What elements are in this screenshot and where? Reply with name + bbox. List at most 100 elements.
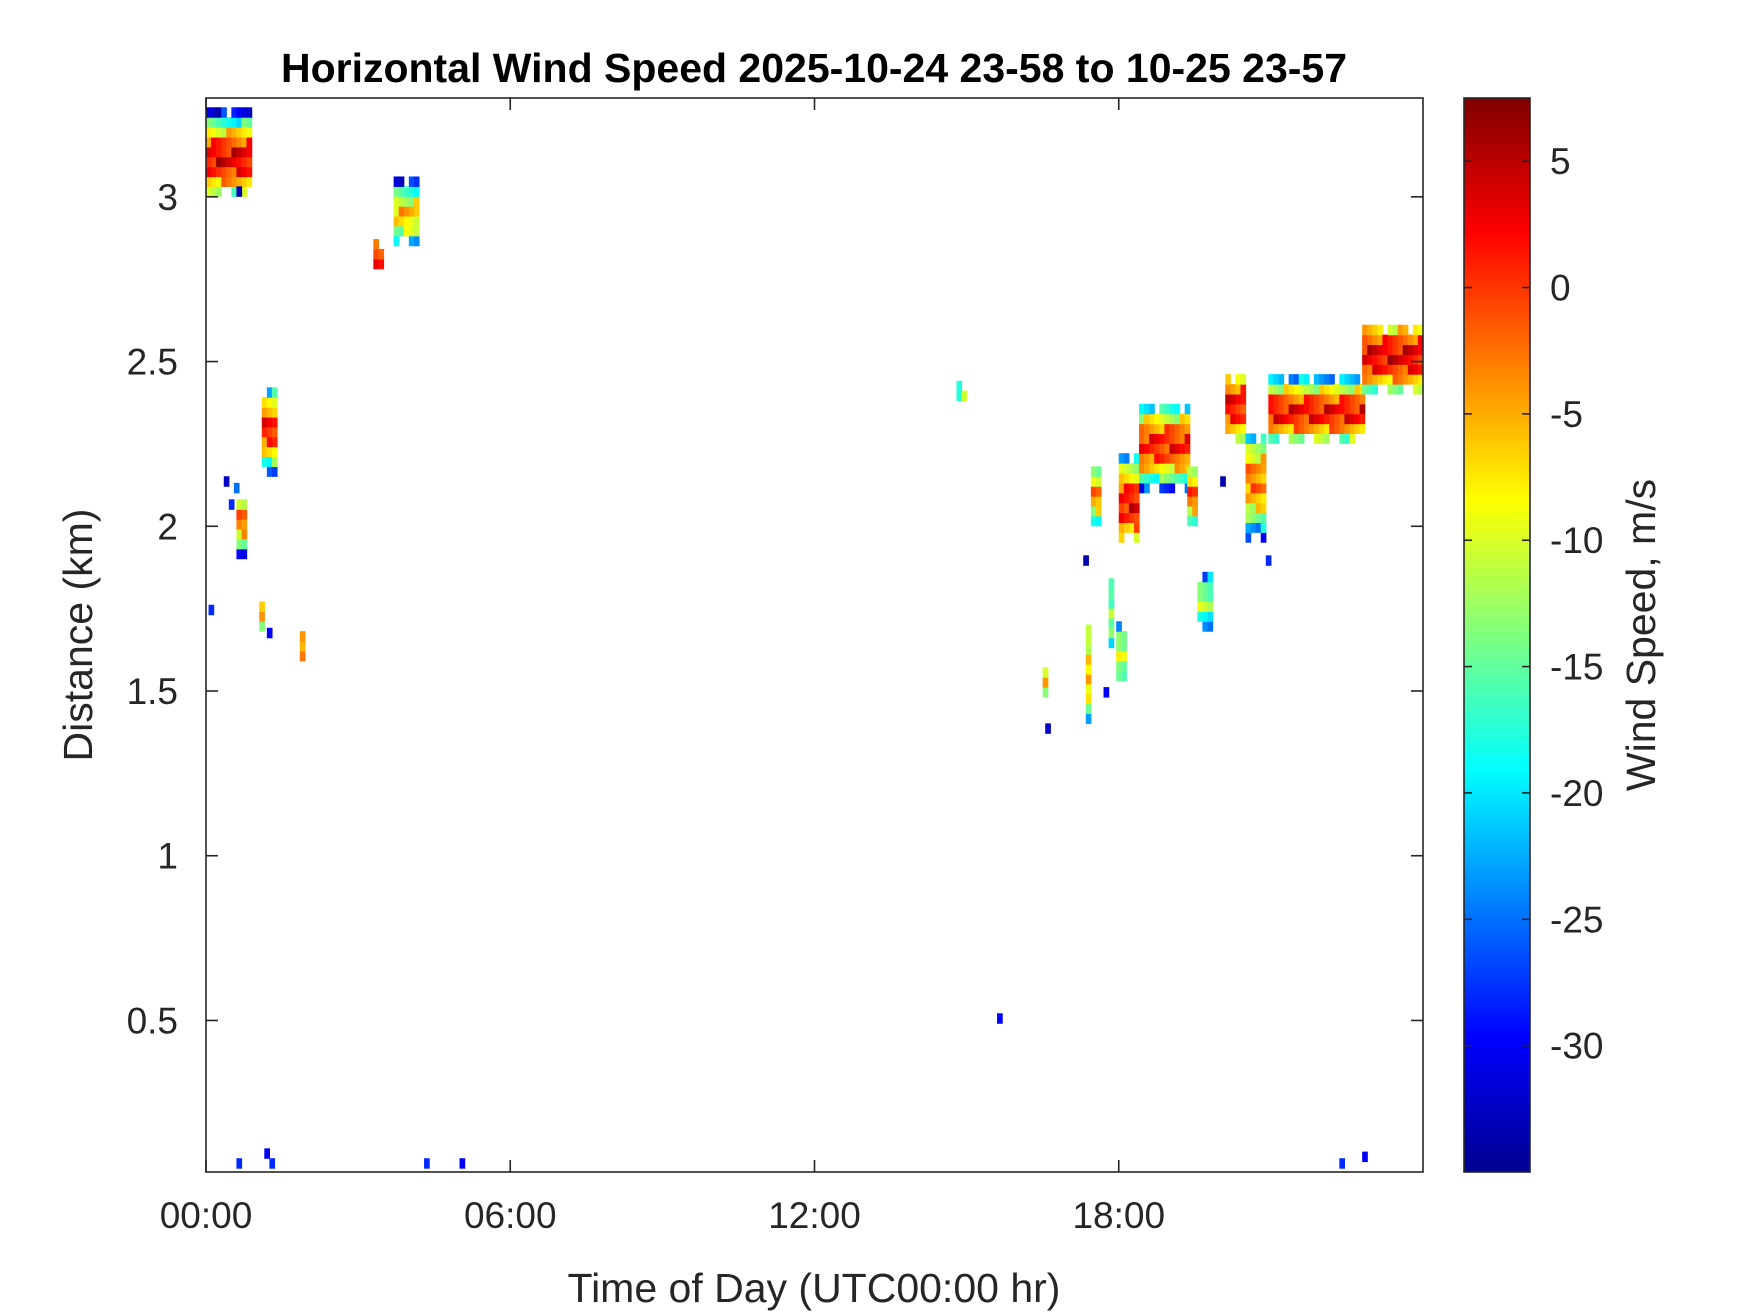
- heatmap-cell: [1154, 453, 1160, 464]
- heatmap-cell: [378, 258, 385, 270]
- heatmap-cell: [1121, 631, 1127, 642]
- heatmap-cell: [1397, 334, 1404, 346]
- heatmap-cell: [1245, 472, 1252, 484]
- heatmap-cell: [1154, 423, 1160, 435]
- heatmap-cell: [1268, 374, 1275, 385]
- heatmap-cell: [1154, 463, 1160, 474]
- heatmap-cell: [1123, 482, 1130, 494]
- heatmap-cell: [236, 136, 243, 148]
- heatmap-cell: [1407, 354, 1414, 365]
- heatmap-cell: [1367, 374, 1373, 385]
- heatmap-cell: [241, 176, 248, 187]
- heatmap-cell: [231, 166, 238, 178]
- heatmap-cell: [1144, 453, 1150, 464]
- heatmap-cell: [1260, 482, 1267, 494]
- heatmap-cell: [1184, 433, 1191, 444]
- heatmap-cell: [221, 156, 227, 168]
- heatmap-cell: [1116, 621, 1122, 632]
- heatmap-cell: [1174, 453, 1181, 464]
- heatmap-cell: [1412, 374, 1419, 385]
- heatmap-cell: [1133, 463, 1140, 474]
- heatmap-cell: [1260, 463, 1267, 474]
- heatmap-cell: [1184, 423, 1191, 435]
- heatmap-cell: [1128, 482, 1135, 494]
- heatmap-cell: [1283, 384, 1290, 395]
- heatmap-cell: [1123, 453, 1130, 464]
- heatmap-cell: [1085, 693, 1092, 705]
- heatmap-cell: [231, 146, 238, 158]
- heatmap-cell: [1179, 453, 1186, 464]
- heatmap-cell: [1339, 423, 1345, 435]
- heatmap-cell: [1303, 393, 1310, 405]
- heatmap-cell: [241, 107, 248, 118]
- colorbar-tick-label: -30: [1550, 1026, 1603, 1067]
- heatmap-cell: [1288, 413, 1295, 425]
- heatmap-cell: [1260, 522, 1267, 533]
- heatmap-cell: [211, 107, 217, 118]
- heatmap-cell: [1118, 492, 1125, 504]
- heatmap-cell: [1123, 502, 1130, 514]
- heatmap-cell: [1298, 393, 1305, 405]
- heatmap-cell: [1240, 433, 1247, 444]
- heatmap-cell: [216, 146, 222, 158]
- heatmap-cell: [1417, 374, 1423, 385]
- x-tick-label: 06:00: [464, 1195, 557, 1236]
- heatmap-cell: [1308, 413, 1315, 425]
- heatmap-cell: [1159, 433, 1165, 444]
- heatmap-cell: [1273, 374, 1280, 385]
- heatmap-cell: [1250, 522, 1257, 533]
- heatmap-cell: [1123, 492, 1130, 504]
- heatmap-cell: [1118, 522, 1125, 533]
- heatmap-cell: [1187, 505, 1193, 517]
- heatmap-cell: [1197, 581, 1204, 593]
- heatmap-cell: [1255, 502, 1262, 514]
- heatmap-cell: [1298, 433, 1305, 444]
- heatmap-cell: [1324, 423, 1330, 435]
- heatmap-cell: [1139, 433, 1145, 444]
- colorbar-label: Wind Speed, m/s: [1618, 479, 1664, 791]
- heatmap-cell: [1268, 423, 1275, 435]
- heatmap-cell: [261, 397, 268, 408]
- heatmap-cell: [271, 397, 278, 408]
- heatmap-cell: [1192, 496, 1198, 507]
- heatmap-cell: [1260, 433, 1267, 444]
- heatmap-cell: [1339, 374, 1345, 385]
- heatmap-cell: [231, 117, 238, 128]
- heatmap-cell: [1293, 374, 1300, 385]
- heatmap-cell: [1149, 413, 1155, 425]
- heatmap-cell: [1382, 354, 1389, 365]
- heatmap-cell: [226, 127, 232, 138]
- heatmap-cell: [393, 235, 400, 247]
- heatmap-cell: [1174, 413, 1181, 425]
- colorbar: [1463, 97, 1531, 1173]
- heatmap-cell: [223, 476, 230, 487]
- y-tick-label: 2.5: [127, 342, 178, 383]
- heatmap-cell: [408, 186, 415, 197]
- heatmap-cell: [1164, 463, 1171, 474]
- heatmap-cell: [1255, 463, 1262, 474]
- heatmap-cell: [1159, 443, 1165, 454]
- heatmap-cell: [1169, 433, 1176, 444]
- heatmap-cell: [1202, 581, 1209, 593]
- heatmap-cell: [1319, 433, 1325, 444]
- x-axis-label: Time of Day (UTC00:00 hr): [568, 1265, 1061, 1311]
- heatmap-cell: [1354, 423, 1361, 435]
- y-axis-ticks: 0.5 1 1.5 2 2.5 3: [127, 177, 1423, 1041]
- heatmap-cell: [1283, 423, 1290, 435]
- heatmap-cell: [1144, 413, 1150, 425]
- heatmap-cell: [1354, 393, 1361, 405]
- x-tick-label: 12:00: [768, 1195, 861, 1236]
- heatmap-cell: [1090, 496, 1097, 507]
- heatmap-cell: [1260, 512, 1267, 523]
- heatmap-cell: [1412, 344, 1419, 355]
- heatmap-cell: [1179, 472, 1186, 484]
- heatmap-cell: [1407, 344, 1414, 355]
- heatmap-cell: [299, 650, 306, 662]
- heatmap-cell: [1278, 403, 1285, 415]
- heatmap-cell: [398, 216, 405, 227]
- heatmap-cell: [1128, 522, 1135, 533]
- heatmap-cell: [1090, 505, 1097, 517]
- heatmap-cell: [226, 176, 232, 187]
- heatmap-cell: [1362, 344, 1368, 355]
- heatmap-cell: [236, 107, 243, 118]
